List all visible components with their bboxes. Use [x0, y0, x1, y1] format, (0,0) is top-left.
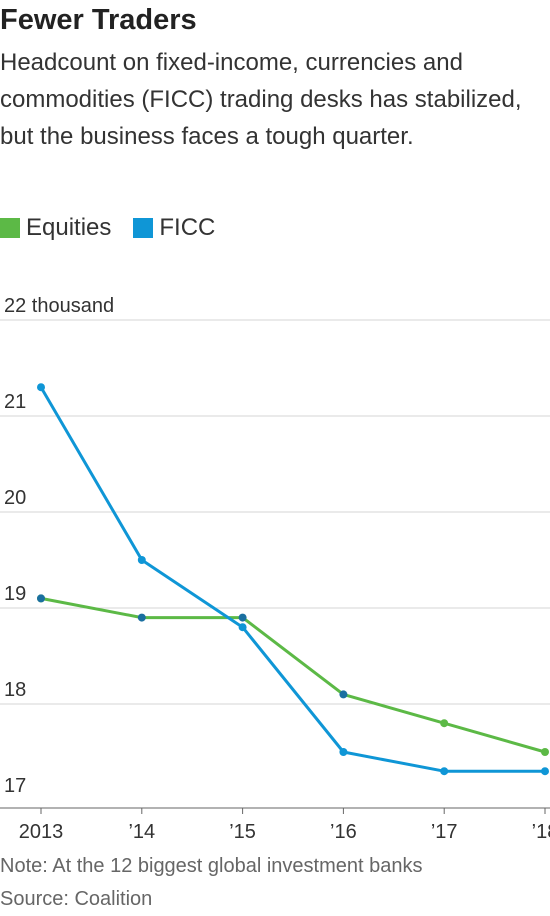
x-tick-label: ’15 [229, 821, 256, 840]
y-tick-label: 21 [4, 391, 26, 413]
x-tick-label: 2013 [19, 821, 64, 840]
legend: Equities FICC [0, 214, 237, 242]
data-point-ficc [440, 767, 449, 776]
data-point-ficc [238, 623, 247, 632]
y-tick-label: 22 thousand [4, 295, 114, 317]
data-point-equities [339, 690, 348, 699]
x-tick-label: ’14 [128, 821, 155, 840]
chart-title: Fewer Traders [0, 4, 197, 36]
series-line-ficc [39, 385, 547, 773]
data-point-equities [137, 613, 146, 622]
x-tick-label: ’18 [532, 821, 550, 840]
series-line-equities [39, 596, 547, 754]
legend-label-equities: Equities [26, 214, 112, 241]
data-point-equities [541, 748, 549, 756]
y-tick-label: 17 [4, 775, 26, 797]
data-point-equities [440, 719, 449, 728]
x-tick-label: ’17 [431, 821, 458, 840]
data-point-ficc [541, 767, 549, 776]
data-point-ficc [137, 556, 146, 564]
y-tick-label: 19 [4, 583, 26, 605]
chart-note: Note: At the 12 biggest global investmen… [0, 855, 423, 877]
chart-source: Source: Coalition [0, 888, 153, 910]
data-point-ficc [339, 748, 348, 756]
x-tick-label: ’16 [330, 821, 357, 840]
legend-item-ficc: FICC [133, 214, 215, 242]
legend-item-equities: Equities [0, 214, 111, 242]
y-tick-label: 18 [4, 679, 26, 701]
data-point-equities [238, 613, 247, 622]
legend-label-ficc: FICC [159, 214, 216, 241]
legend-swatch-ficc [133, 218, 154, 238]
data-point-ficc [37, 383, 45, 392]
line-chart: 22 thousand 21 20 19 18 17 2013 ’14 ’15 ’16 ’17 ’18 [0, 295, 550, 840]
chart-subtitle: Headcount on fixed-income, currencies an… [0, 49, 522, 150]
y-tick-label: 20 [4, 487, 26, 509]
data-point-equities [37, 594, 45, 603]
legend-swatch-equities [0, 218, 20, 238]
